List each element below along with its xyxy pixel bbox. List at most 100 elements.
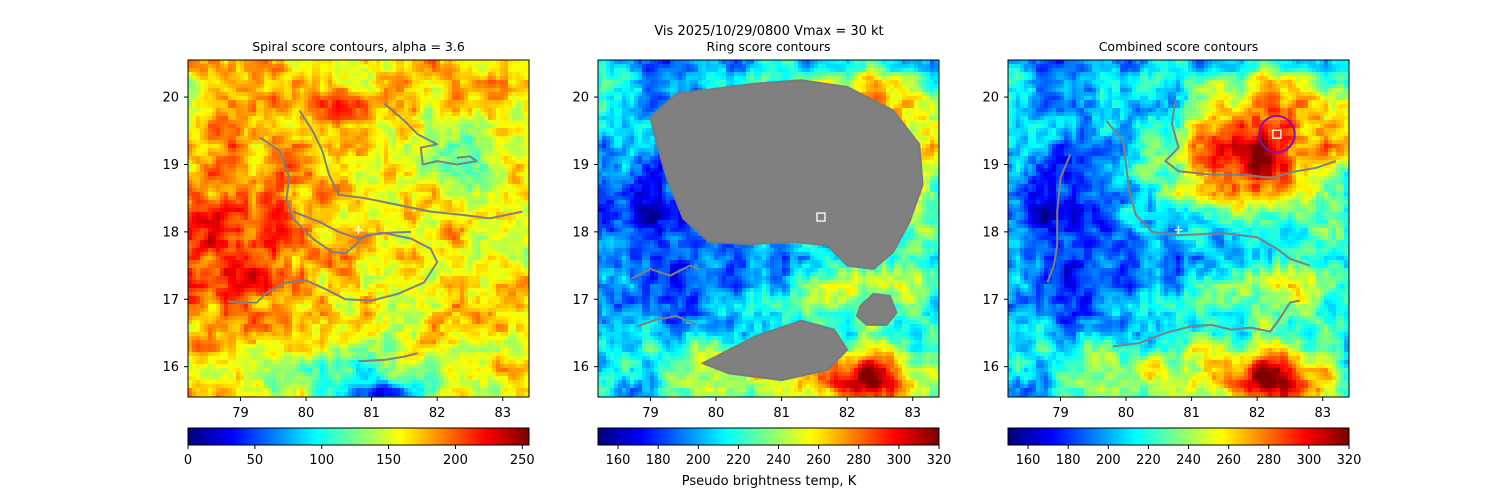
colorbar-ticks: 0 50 100 150 200 250 (184, 445, 535, 468)
x-tick-label: 83 (494, 406, 511, 421)
y-tick-label: 20 (982, 91, 999, 106)
y-tick-label: 18 (162, 225, 179, 240)
panel-spiral: Spiral score contours, alpha = 3.6 79 80 8… (162, 39, 534, 468)
y-tick-label: 17 (982, 293, 999, 308)
colorbar (187, 427, 530, 446)
colorbar-tick-label: 240 (1176, 453, 1201, 468)
colorbar-tick-label: 240 (766, 453, 791, 468)
colorbar-tick-label: 100 (309, 453, 334, 468)
contour-line (358, 352, 418, 363)
contour-overlay (227, 103, 523, 363)
x-tick-label: 80 (298, 406, 315, 421)
heatmap-field (1008, 60, 1350, 398)
y-axis: 16 17 18 19 20 (162, 91, 188, 375)
colorbar-tick-label: 180 (1056, 453, 1081, 468)
colorbar-tick-label: 160 (606, 453, 631, 468)
center-marker-plus (354, 225, 363, 234)
colorbar-tick-label: 260 (1216, 453, 1241, 468)
panel-title: Spiral score contours, alpha = 3.6 (252, 39, 465, 54)
figure-suptitle: Vis 2025/10/29/0800 Vmax = 30 kt (654, 24, 883, 39)
y-tick-label: 20 (162, 91, 179, 106)
y-tick-label: 17 (572, 293, 589, 308)
ring-fit (1258, 114, 1296, 154)
colorbar-frame (597, 427, 940, 446)
x-tick-label: 83 (1314, 406, 1331, 421)
y-tick-label: 19 (982, 158, 999, 173)
contour-region (855, 292, 898, 326)
center-marker-plus (1174, 225, 1183, 234)
plot-frame (597, 59, 940, 398)
panel-title: Ring score contours (706, 39, 830, 54)
colorbar-tick-label: 280 (1256, 453, 1281, 468)
x-tick-label: 79 (1052, 406, 1069, 421)
colorbar-tick-label: 280 (846, 453, 871, 468)
colorbar-ticks: 160 180 200 220 240 260 280 300 320 (1016, 445, 1362, 468)
x-tick-label: 80 (708, 406, 725, 421)
contour-line (298, 110, 523, 220)
y-tick-label: 19 (572, 158, 589, 173)
contour-line (636, 315, 697, 328)
x-axis: 79 80 81 82 83 (1052, 397, 1331, 421)
colorbar-tick-label: 0 (184, 453, 192, 468)
y-tick-label: 18 (982, 225, 999, 240)
y-tick-label: 16 (572, 360, 589, 375)
contour-line (227, 136, 439, 304)
contour-region (649, 79, 924, 270)
colorbar (1007, 427, 1350, 446)
colorbar-tick-label: 300 (1296, 453, 1321, 468)
x-axis: 79 80 81 82 83 (642, 397, 921, 421)
x-tick-label: 81 (363, 406, 380, 421)
y-tick-label: 18 (572, 225, 589, 240)
x-tick-label: 82 (429, 406, 446, 421)
colorbar-ticks: 160 180 200 220 240 260 280 300 320 (606, 445, 952, 468)
colorbar-label: Pseudo brightness temp, K (682, 474, 857, 489)
contour-overlay (1046, 100, 1337, 348)
colorbar-tick-label: 150 (376, 453, 401, 468)
y-tick-label: 16 (162, 360, 179, 375)
colorbar-tick-label: 200 (686, 453, 711, 468)
colorbar-tick-label: 250 (510, 453, 535, 468)
x-axis: 79 80 81 82 83 (232, 397, 511, 421)
colorbar-tick-label: 200 (443, 453, 468, 468)
x-tick-label: 80 (1118, 406, 1135, 421)
x-tick-label: 83 (904, 406, 921, 421)
colorbar-tick-label: 160 (1016, 453, 1041, 468)
panel-combined: Combined score contours 79 80 81 82 83 16171… (982, 39, 1361, 468)
y-tick-label: 17 (162, 293, 179, 308)
contour-line (292, 210, 412, 240)
colorbar-tick-label: 260 (806, 453, 831, 468)
center-marker-square (816, 212, 826, 222)
y-axis: 16 17 18 19 20 (982, 91, 1008, 375)
x-tick-label: 79 (642, 406, 659, 421)
x-tick-label: 82 (839, 406, 856, 421)
colorbar-tick-label: 220 (1136, 453, 1161, 468)
colorbar-tick-label: 220 (726, 453, 751, 468)
x-tick-label: 79 (232, 406, 249, 421)
contour-line (630, 264, 700, 280)
colorbar-tick-label: 320 (927, 453, 952, 468)
contour-overlay (630, 79, 924, 382)
colorbar-tick-label: 180 (646, 453, 671, 468)
colorbar-frame (1007, 427, 1350, 446)
contour-line (1046, 154, 1072, 283)
contour-line (384, 103, 478, 166)
x-tick-label: 81 (773, 406, 790, 421)
y-axis: 16 17 18 19 20 (572, 91, 598, 375)
x-tick-label: 81 (1183, 406, 1200, 421)
contour-line (1112, 299, 1301, 348)
panel-title: Combined score contours (1099, 39, 1259, 54)
y-tick-label: 16 (982, 360, 999, 375)
colorbar-frame (187, 427, 530, 446)
colorbar-tick-label: 320 (1337, 453, 1362, 468)
colorbar (597, 427, 940, 446)
center-marker-square (1272, 129, 1282, 139)
plot-frame (187, 59, 530, 398)
contour-line (1164, 100, 1337, 179)
panel-ring: Ring score contours 79 80 81 82 83 16 17 18 19 2… (572, 39, 951, 489)
contour-line (1105, 120, 1311, 267)
colorbar-tick-label: 300 (886, 453, 911, 468)
plot-frame (1007, 59, 1350, 398)
y-tick-label: 19 (162, 158, 179, 173)
contour-region (700, 319, 849, 382)
